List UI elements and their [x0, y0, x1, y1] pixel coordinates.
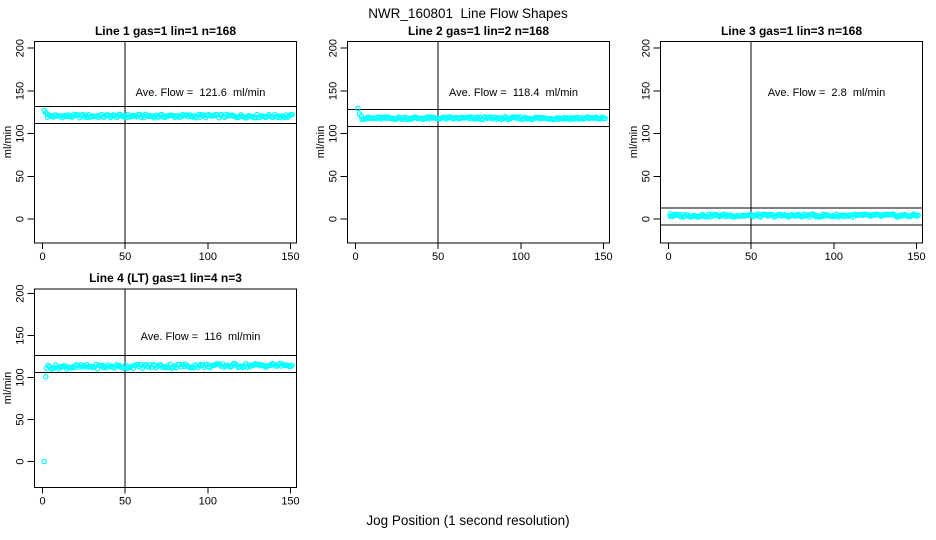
- x-tick-label: 150: [281, 251, 299, 263]
- x-tick-label: 150: [281, 496, 299, 508]
- panel-3-y-axis-label: ml/min: [628, 125, 640, 159]
- x-tick-label: 100: [825, 251, 843, 263]
- y-tick-label: 50: [14, 413, 26, 425]
- x-tick-label: 150: [907, 251, 925, 263]
- panel-3-title: Line 3 gas=1 lin=3 n=168: [720, 24, 863, 38]
- y-tick-label: 150: [14, 82, 26, 100]
- y-tick-label: 150: [14, 326, 26, 344]
- x-tick-label: 0: [39, 251, 45, 263]
- y-tick-label: 100: [327, 124, 339, 142]
- data-point: [289, 111, 295, 118]
- y-tick-label: 100: [640, 124, 652, 142]
- data-point: [41, 458, 48, 465]
- panel-2-ave-flow-text: Ave. Flow = 118.4 ml/min: [449, 87, 578, 99]
- plot-panel-4: 0 50 100 150 200 0 50 100 150: [14, 284, 299, 507]
- x-tick-label: 100: [512, 251, 530, 263]
- y-tick-label: 50: [14, 170, 26, 182]
- y-tick-label: 50: [640, 170, 652, 182]
- plot-frame: [34, 41, 297, 244]
- plot-panel-3: 0 50 100 150 200 0 50 100 150: [640, 39, 925, 263]
- plot-frame: [34, 288, 297, 488]
- panel-2-title: Line 2 gas=1 lin=2 n=168: [407, 24, 550, 38]
- panel-1-y-axis-label: ml/min: [2, 125, 14, 159]
- plot-frame: [660, 41, 923, 244]
- x-tick-label: 150: [594, 251, 612, 263]
- data-point: [602, 115, 608, 122]
- y-tick-label: 100: [14, 368, 26, 386]
- plot-panel-2: 0 50 100 150 200 0 50 100 150: [327, 39, 612, 263]
- panel-2-y-axis-label: ml/min: [315, 125, 327, 159]
- y-tick-label: 200: [14, 284, 26, 302]
- x-tick-label: 0: [665, 251, 671, 263]
- y-tick-label: 0: [14, 216, 26, 222]
- panel-3-ave-flow-text: Ave. Flow = 2.8 ml/min: [767, 87, 886, 99]
- panel-4-title: Line 4 (LT) gas=1 lin=4 n=3: [89, 271, 242, 285]
- plot-frame: [347, 41, 610, 244]
- x-tick-label: 100: [199, 496, 217, 508]
- x-tick-label: 0: [352, 251, 358, 263]
- x-tick-label: 50: [745, 251, 757, 263]
- panel-4-ave-flow-text: Ave. Flow = 116 ml/min: [140, 331, 261, 343]
- y-tick-label: 150: [327, 82, 339, 100]
- x-axis-label: Jog Position (1 second resolution): [366, 513, 570, 528]
- data-point: [915, 212, 921, 219]
- y-tick-label: 50: [327, 170, 339, 182]
- data-point: [289, 362, 295, 369]
- y-tick-label: 0: [327, 216, 339, 222]
- x-tick-label: 0: [39, 496, 45, 508]
- panel-1-ave-flow-text: Ave. Flow = 121.6 ml/min: [135, 87, 266, 99]
- y-tick-label: 200: [640, 39, 652, 57]
- y-tick-label: 0: [640, 216, 652, 222]
- y-tick-label: 200: [327, 39, 339, 57]
- y-tick-label: 200: [14, 39, 26, 57]
- figure-title: NWR_160801 Line Flow Shapes: [368, 6, 568, 21]
- data-point: [355, 105, 361, 112]
- panel-1-title: Line 1 gas=1 lin=1 n=168: [94, 24, 237, 38]
- y-tick-label: 100: [14, 124, 26, 142]
- x-tick-label: 100: [199, 251, 217, 263]
- x-tick-label: 50: [119, 496, 131, 508]
- y-tick-label: 150: [640, 82, 652, 100]
- x-tick-label: 50: [432, 251, 444, 263]
- data-point: [137, 111, 143, 118]
- data-point: [42, 373, 49, 380]
- panel-4-y-axis-label: ml/min: [2, 371, 14, 405]
- plot-panel-1: 0 50 100 150 200 0 50 100 150: [14, 39, 299, 263]
- x-tick-label: 50: [119, 251, 131, 263]
- y-tick-label: 0: [14, 458, 26, 464]
